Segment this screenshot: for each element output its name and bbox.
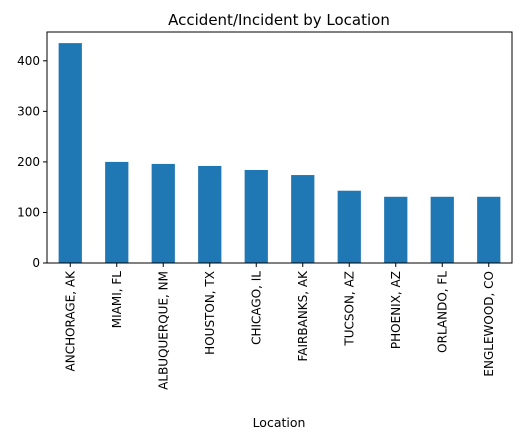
y-tick-label: 300 bbox=[17, 104, 40, 118]
y-tick-label: 0 bbox=[32, 256, 40, 270]
plot-frame bbox=[46, 31, 513, 264]
x-axis-label: Location bbox=[253, 415, 306, 430]
x-tick-label: ORLANDO, FL bbox=[435, 271, 449, 353]
x-tick-label: ALBUQUERQUE, NM bbox=[156, 271, 170, 390]
chart-title: Accident/Incident by Location bbox=[168, 11, 390, 29]
x-tick-label: CHICAGO, IL bbox=[249, 271, 263, 345]
x-tick-label: PHOENIX, AZ bbox=[389, 271, 403, 349]
bar bbox=[198, 165, 222, 263]
x-tick-label: TUCSON, AZ bbox=[342, 271, 356, 347]
y-tick-label: 200 bbox=[17, 155, 40, 169]
bar bbox=[291, 175, 315, 263]
y-tick-label: 100 bbox=[17, 205, 40, 219]
bars bbox=[58, 43, 501, 264]
bar bbox=[337, 190, 361, 263]
y-axis-ticks: 0 100 200 300 400 bbox=[17, 54, 47, 270]
x-tick-label: ENGLEWOOD, CO bbox=[482, 271, 496, 377]
bar bbox=[244, 169, 268, 263]
bar bbox=[384, 196, 408, 263]
axes bbox=[46, 31, 513, 264]
bar bbox=[430, 196, 454, 263]
x-tick-label: ANCHORAGE, AK bbox=[63, 270, 77, 372]
bar bbox=[105, 161, 129, 263]
x-tick-label: FAIRBANKS, AK bbox=[296, 270, 310, 362]
y-tick-label: 400 bbox=[17, 54, 40, 68]
bar bbox=[58, 43, 82, 264]
x-tick-label: HOUSTON, TX bbox=[203, 271, 217, 355]
bar bbox=[477, 196, 501, 263]
x-tick-label: MIAMI, FL bbox=[110, 271, 124, 329]
bar bbox=[151, 163, 175, 263]
x-axis-ticks: ANCHORAGE, AK MIAMI, FL ALBUQUERQUE, NM HOU… bbox=[63, 263, 496, 390]
